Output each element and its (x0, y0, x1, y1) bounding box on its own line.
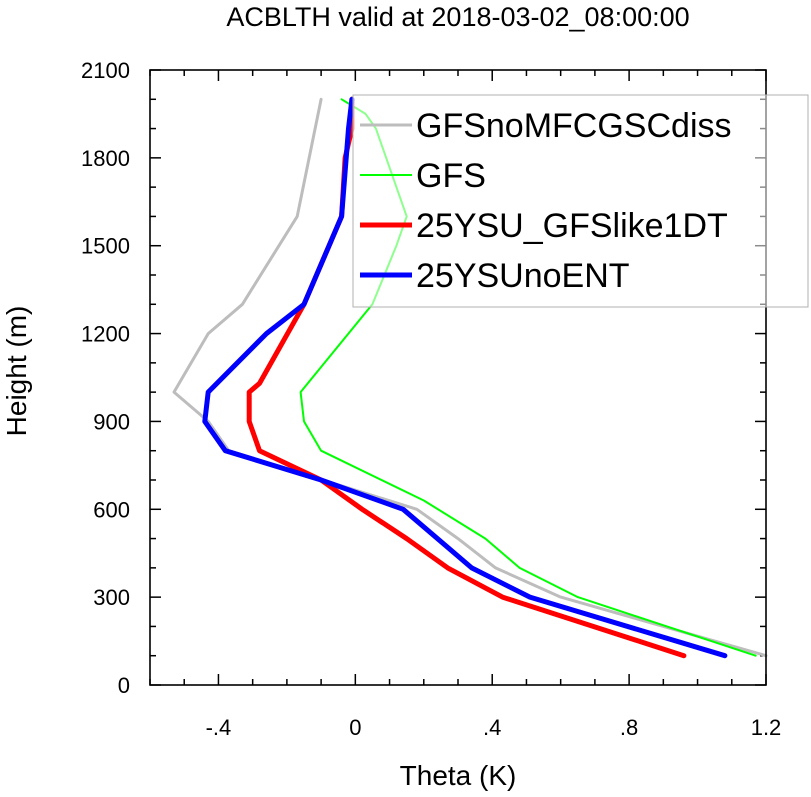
y-tick-label: 0 (118, 673, 130, 698)
legend-label: GFSnoMFCGSCdiss (416, 107, 732, 145)
series-line-1 (172, 97, 768, 658)
y-tick-label: 1500 (81, 234, 130, 259)
x-axis-label: Theta (K) (400, 760, 517, 791)
y-tick-label: 2100 (81, 58, 130, 83)
x-tick-label: .8 (620, 715, 638, 740)
y-tick-label: 900 (93, 409, 130, 434)
series-line-4 (202, 96, 728, 659)
x-tick-label: 1.2 (751, 715, 782, 740)
y-tick-label: 600 (93, 497, 130, 522)
y-tick-label: 1200 (81, 322, 130, 347)
x-tick-label: 0 (349, 715, 361, 740)
y-axis-label: Height (m) (1, 306, 32, 437)
legend-label: GFS (416, 157, 486, 195)
x-tick-label: .4 (483, 715, 501, 740)
legend-box (352, 94, 809, 308)
legend: GFSnoMFCGSCdiss GFS 25YSU_GFSlike1DT 25YSUn… (352, 94, 809, 308)
chart-title: ACBLTH valid at 2018-03-02_08:00:00 (226, 2, 689, 32)
plot-frame (149, 69, 767, 686)
legend-label: 25YSUnoENT (416, 257, 630, 295)
y-tick-label: 300 (93, 585, 130, 610)
axis-ticks: -.4 0 .4 .8 1.2 0 300 600 900 1200 1500 1800 2100 (81, 58, 781, 740)
y-tick-label: 1800 (81, 146, 130, 171)
legend-label: 25YSU_GFSlike1DT (416, 207, 728, 245)
x-tick-label: -.4 (206, 715, 232, 740)
